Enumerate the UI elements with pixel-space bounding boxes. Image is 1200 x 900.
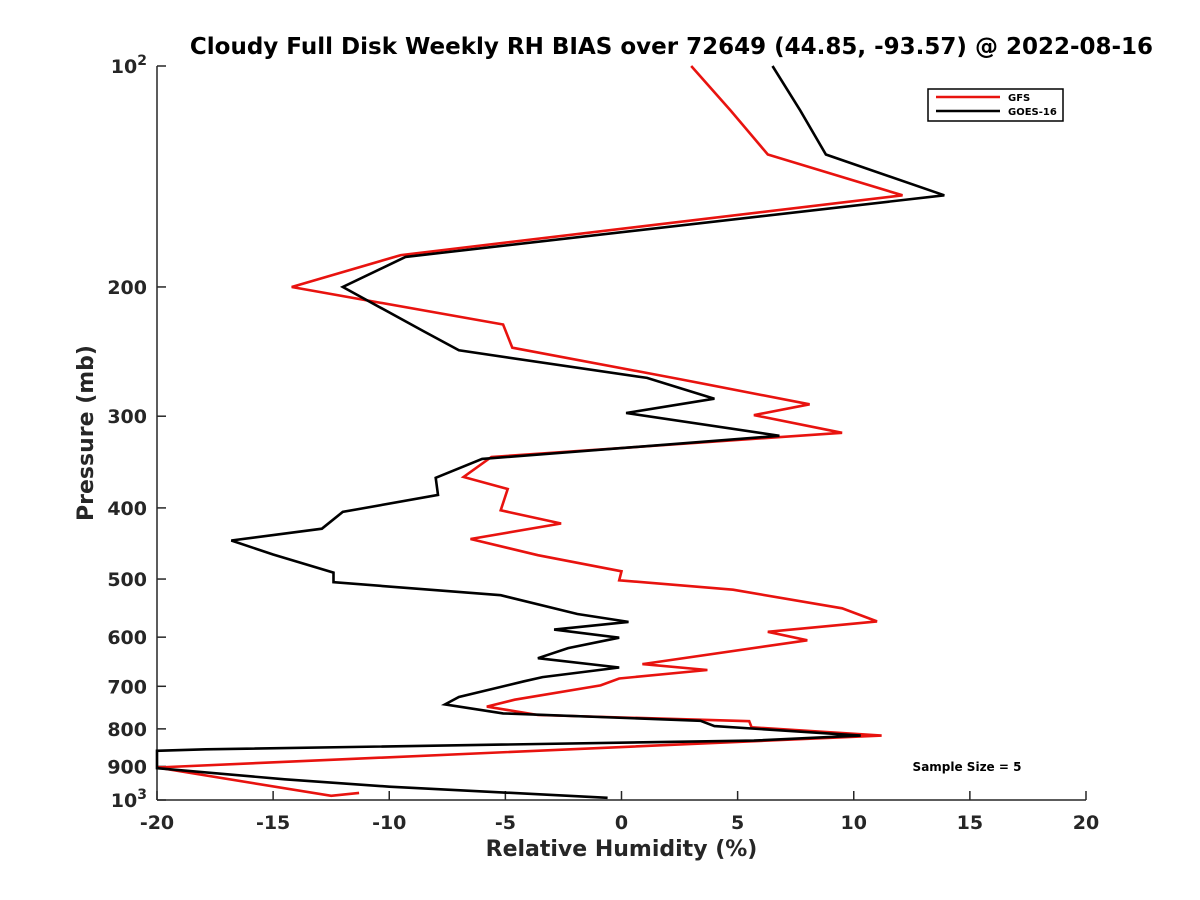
x-tick-label: 20 <box>1073 812 1099 834</box>
y-tick-label: 700 <box>107 676 147 698</box>
y-tick-label: 102 <box>111 53 147 78</box>
y-tick-label: 400 <box>107 498 147 520</box>
chart-title: Cloudy Full Disk Weekly RH BIAS over 726… <box>190 34 1153 60</box>
x-tick-label: 0 <box>615 812 628 834</box>
x-tick-label: -20 <box>140 812 174 834</box>
x-tick-label: 5 <box>731 812 744 834</box>
legend: GFS GOES-16 <box>927 88 1064 122</box>
series-line-gfs <box>156 65 903 798</box>
sample-size-annotation: Sample Size = 5 <box>913 760 1022 774</box>
legend-label: GFS <box>1008 93 1030 104</box>
series-line-goes-16 <box>155 65 945 800</box>
x-tick-label: -10 <box>372 812 406 834</box>
y-tick-label: 103 <box>111 787 147 812</box>
y-tick-label: 600 <box>107 627 147 649</box>
axes: -20 -15 -10 -5 0 5 10 15 20 102 200 300 400 500 600 700… <box>107 53 1099 834</box>
series-layer <box>155 65 945 800</box>
legend-label: GOES-16 <box>1008 107 1057 118</box>
x-tick-label: -5 <box>495 812 516 834</box>
x-tick-label: -15 <box>256 812 290 834</box>
x-tick-label: 15 <box>957 812 983 834</box>
y-tick-label: 300 <box>107 406 147 428</box>
legend-box <box>927 88 1064 122</box>
y-tick-label: 500 <box>107 569 147 591</box>
x-tick-label: 10 <box>841 812 867 834</box>
y-tick-label: 900 <box>107 756 147 778</box>
y-axis-label: Pressure (mb) <box>74 345 99 521</box>
y-tick-label: 800 <box>107 719 147 741</box>
y-tick-label: 200 <box>107 277 147 299</box>
x-axis-label: Relative Humidity (%) <box>486 837 758 862</box>
